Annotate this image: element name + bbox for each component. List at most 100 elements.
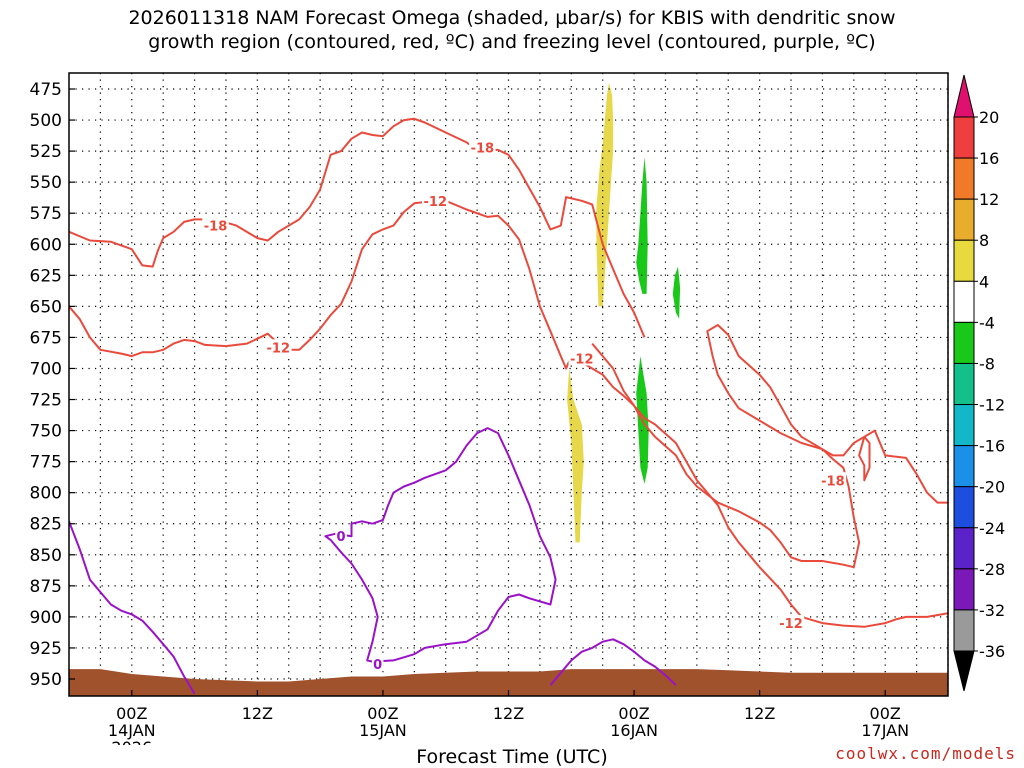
contour-line	[324, 427, 557, 663]
colorbar-swatch	[953, 198, 975, 241]
x-tick-date: 17JAN	[861, 721, 909, 740]
colorbar-swatch	[953, 568, 975, 611]
contour-label-bg	[202, 217, 229, 233]
contour-label: -18	[471, 141, 495, 156]
terrain-fill	[69, 669, 948, 696]
colorbar-label: 8	[979, 231, 989, 250]
y-tick-label: 725	[30, 391, 62, 411]
contour-line	[69, 199, 948, 628]
omega-shading	[567, 82, 681, 543]
x-tick-label: 12Z	[493, 704, 524, 723]
colorbar-swatch	[953, 362, 975, 406]
chart-title-line-2: growth region (contoured, red, ºC) and f…	[148, 31, 876, 53]
colorbar-label: -32	[979, 601, 1005, 620]
omega-region-1	[567, 368, 584, 543]
y-tick-label: 500	[30, 111, 62, 131]
contour-label: 0	[373, 658, 382, 673]
contour-labels: -18 -18 -12 -12 -12 -18 -12 0 0	[202, 139, 847, 673]
y-tick-label: 800	[30, 484, 62, 504]
colorbar-swatch	[953, 486, 975, 529]
colorbar-label: 20	[979, 108, 999, 127]
x-tick-label: 00Z	[116, 704, 147, 723]
y-tick-label: 900	[30, 608, 62, 628]
contour-label-bg	[422, 192, 449, 208]
y-tick-label: 675	[30, 328, 62, 348]
colorbar-swatch	[953, 404, 975, 447]
colorbar-swatch	[953, 239, 975, 282]
y-tick-label: 825	[30, 515, 62, 535]
contour-label-bg	[568, 350, 595, 366]
x-axis-label: Forecast Time (UTC)	[416, 746, 608, 768]
y-axis: 475 500 525 550 575 600 625 650 675 700 725 750 775 8…	[30, 80, 75, 690]
colorbar-swatch	[953, 321, 975, 364]
plot-frame	[68, 72, 949, 697]
contour-line	[69, 117, 646, 338]
omega-region-0	[596, 82, 614, 307]
colorbar-swatch	[953, 527, 975, 570]
contour-label-bg	[819, 472, 847, 488]
chart-title-line-1: 2026011318 NAM Forecast Omega (shaded, µ…	[128, 7, 896, 29]
y-tick-label: 550	[30, 173, 62, 193]
contour-label: -12	[424, 195, 448, 210]
colorbar-swatch	[953, 609, 975, 652]
x-tick-label: 00Z	[618, 704, 649, 723]
colorbar-label: 16	[979, 149, 999, 168]
y-tick-label: 750	[30, 422, 62, 442]
y-tick-label: 875	[30, 577, 62, 597]
cross-section-chart: -18 -18 -12 -12 -12 -18 -12 0 0 475 500 525 550 575 6…	[30, 72, 1005, 745]
colorbar-top-arrow	[953, 74, 975, 118]
contour-label: -18	[821, 474, 845, 489]
x-axis: 00Z14JAN202612Z00Z15JAN12Z00Z16JAN12Z00Z…	[108, 690, 909, 745]
contour-label-bg	[371, 656, 384, 672]
x-tick-label: 00Z	[870, 704, 901, 723]
colorbar-label: -20	[979, 478, 1005, 497]
contour-label: -12	[570, 353, 594, 368]
colorbar: 20 16 12 8 4 -4 -8 -12 -16 -20 -24 -28 -32 -36	[953, 74, 1005, 692]
omega-region-4	[672, 266, 681, 319]
contours	[69, 117, 948, 695]
colorbar-label: 12	[979, 190, 999, 209]
colorbar-label: -4	[979, 313, 995, 332]
x-tick-label: 12Z	[744, 704, 775, 723]
colorbar-label: -28	[979, 560, 1005, 579]
colorbar-swatch	[953, 116, 975, 159]
contour-label-bg	[335, 528, 347, 544]
contour-label: -12	[779, 617, 803, 632]
y-tick-label: 575	[30, 204, 62, 224]
terrain	[69, 669, 948, 696]
y-tick-label: 475	[30, 80, 62, 100]
y-tick-label: 600	[30, 235, 62, 255]
contour-line	[69, 520, 196, 695]
colorbar-label: -8	[979, 354, 995, 373]
contour-label-bg	[469, 139, 496, 155]
x-tick-label: 12Z	[242, 704, 273, 723]
contour-line	[591, 324, 948, 569]
colorbar-swatch	[953, 280, 975, 323]
contour-label: 0	[337, 530, 346, 545]
colorbar-swatch	[953, 157, 975, 200]
y-tick-label: 775	[30, 453, 62, 473]
contour-label: -12	[267, 341, 291, 356]
colorbar-label: -36	[979, 642, 1005, 661]
colorbar-label: -24	[979, 519, 1005, 538]
omega-region-2	[636, 157, 648, 294]
x-tick-date: 14JAN	[108, 721, 156, 740]
contour-label: -18	[204, 220, 228, 235]
x-tick-label: 00Z	[367, 704, 398, 723]
x-tick-date: 15JAN	[359, 721, 407, 740]
colorbar-label: 4	[979, 272, 989, 291]
colorbar-swatch	[953, 445, 975, 488]
y-tick-label: 700	[30, 359, 62, 379]
x-tick-date: 16JAN	[610, 721, 658, 740]
site-credit: coolwx.com/models	[835, 744, 1016, 763]
colorbar-bottom-arrow	[953, 650, 975, 692]
contour-line	[549, 638, 677, 686]
colorbar-label: -12	[979, 396, 1005, 415]
grid	[69, 73, 949, 696]
y-tick-label: 925	[30, 639, 62, 659]
y-tick-label: 950	[30, 670, 62, 690]
colorbar-label: -16	[979, 437, 1005, 456]
y-tick-label: 650	[30, 297, 62, 317]
y-tick-label: 850	[30, 546, 62, 566]
contour-label-bg	[777, 615, 805, 631]
